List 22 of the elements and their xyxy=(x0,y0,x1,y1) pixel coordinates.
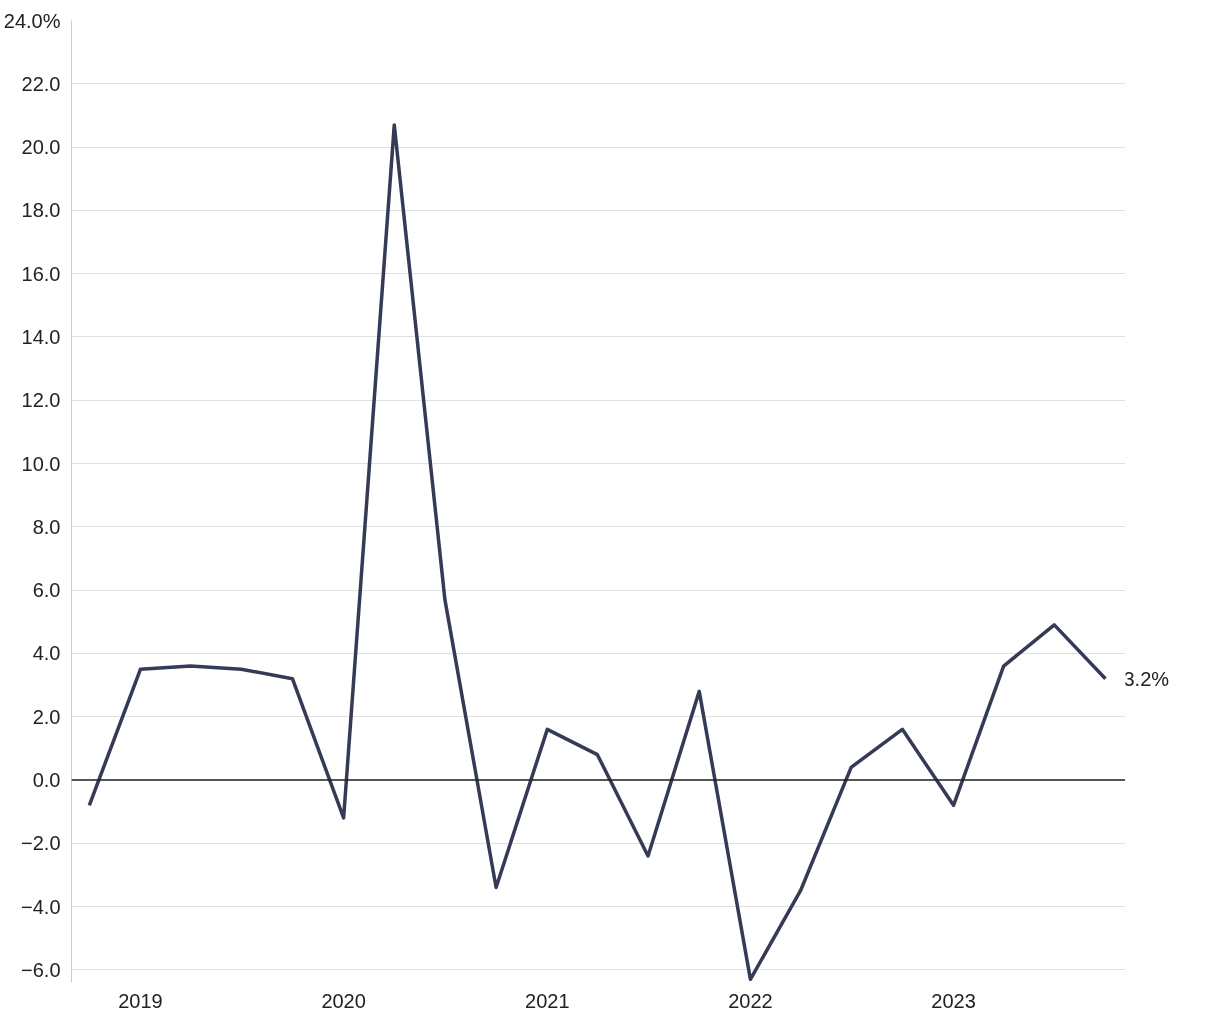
line-series xyxy=(87,123,1108,982)
y-tick-label: 2.0 xyxy=(32,705,61,728)
y-tick-label: −4.0 xyxy=(21,895,61,918)
y-tick-label: 4.0 xyxy=(32,642,61,665)
x-tick-label: 2022 xyxy=(728,989,773,1012)
x-tick-label: 2021 xyxy=(525,989,570,1012)
x-tick-label: 2020 xyxy=(321,989,366,1012)
y-tick-label: −6.0 xyxy=(21,958,61,981)
x-tick-label: 2019 xyxy=(118,989,163,1012)
y-tick-label: 16.0 xyxy=(21,262,61,285)
y-tick-label: 18.0 xyxy=(21,199,61,222)
y-tick-label: 20.0 xyxy=(21,136,61,159)
x-tick-label: 2023 xyxy=(931,989,976,1012)
y-tick-label: −2.0 xyxy=(21,832,61,855)
y-tick-label: 10.0 xyxy=(21,452,61,475)
y-tick-label: 0.0 xyxy=(32,768,61,791)
y-tick-label: 24.0% xyxy=(3,9,61,32)
y-tick-label: 8.0 xyxy=(32,515,61,538)
y-tick-label: 22.0 xyxy=(21,72,61,95)
y-tick-label: 6.0 xyxy=(32,579,61,602)
y-tick-label: 14.0 xyxy=(21,325,61,348)
y-tick-label: 12.0 xyxy=(21,389,61,412)
